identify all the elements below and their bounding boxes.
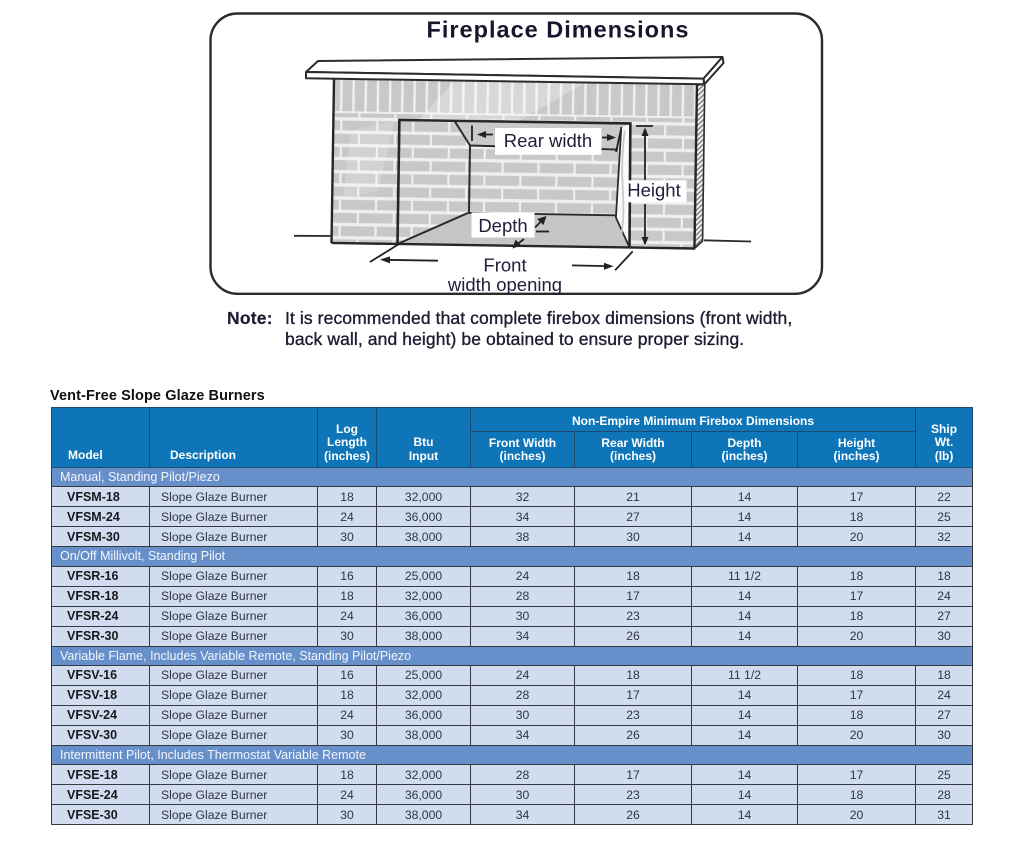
svg-text:Rear width: Rear width	[504, 130, 592, 151]
svg-text:width opening: width opening	[447, 274, 562, 295]
svg-text:Depth: Depth	[478, 215, 527, 236]
svg-text:Front: Front	[483, 255, 526, 276]
svg-text:Fireplace Dimensions: Fireplace Dimensions	[427, 17, 690, 43]
svg-text:Height: Height	[627, 179, 680, 200]
